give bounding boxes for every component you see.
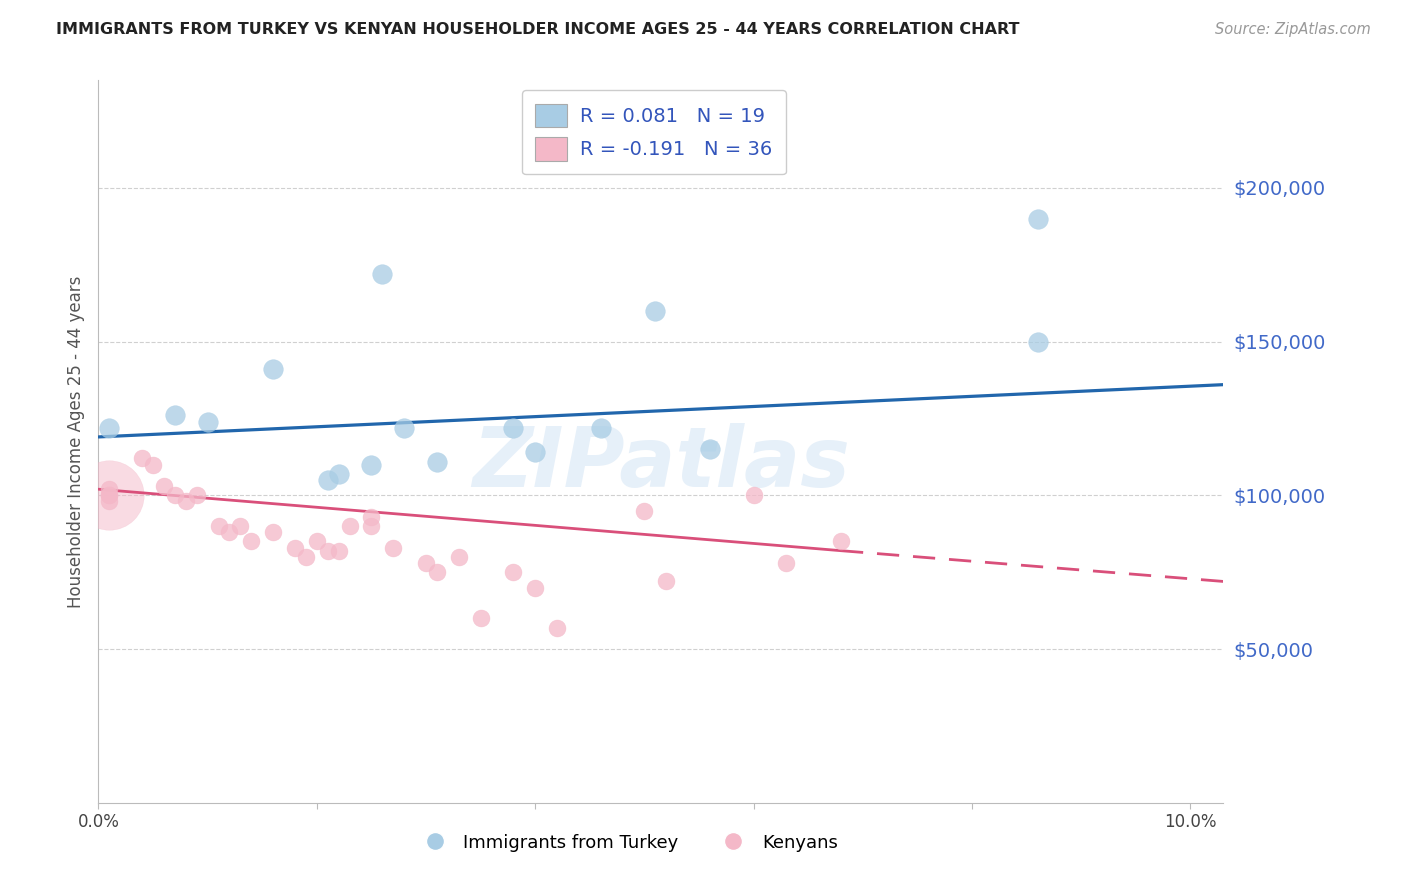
Point xyxy=(218,525,240,540)
Point xyxy=(305,534,328,549)
Point xyxy=(339,519,361,533)
Point xyxy=(392,420,415,434)
Y-axis label: Householder Income Ages 25 - 44 years: Householder Income Ages 25 - 44 years xyxy=(66,276,84,607)
Point xyxy=(174,494,197,508)
Point xyxy=(426,454,449,468)
Point xyxy=(284,541,307,555)
Point xyxy=(98,482,121,496)
Point xyxy=(197,415,219,429)
Point xyxy=(316,473,339,487)
Point xyxy=(644,304,666,318)
Point xyxy=(546,621,568,635)
Point xyxy=(742,488,765,502)
Point xyxy=(1026,334,1049,349)
Point xyxy=(371,267,394,281)
Point xyxy=(295,549,318,564)
Point xyxy=(502,565,524,579)
Point xyxy=(633,504,655,518)
Point xyxy=(98,494,121,508)
Legend: Immigrants from Turkey, Kenyans: Immigrants from Turkey, Kenyans xyxy=(409,826,845,859)
Point xyxy=(98,488,121,502)
Text: ZIPatlas: ZIPatlas xyxy=(472,423,849,504)
Point xyxy=(98,420,121,434)
Point xyxy=(229,519,252,533)
Point xyxy=(262,362,284,376)
Point xyxy=(142,458,165,472)
Point xyxy=(447,549,470,564)
Point xyxy=(316,543,339,558)
Point xyxy=(524,445,547,459)
Point xyxy=(186,488,208,502)
Point xyxy=(589,420,612,434)
Point xyxy=(98,488,121,502)
Point xyxy=(524,581,547,595)
Point xyxy=(262,525,284,540)
Point xyxy=(830,534,852,549)
Point xyxy=(502,420,524,434)
Point xyxy=(163,488,186,502)
Point xyxy=(415,556,437,570)
Point xyxy=(470,611,492,625)
Point xyxy=(328,467,350,481)
Point xyxy=(328,543,350,558)
Point xyxy=(1026,211,1049,226)
Point xyxy=(98,488,121,502)
Point xyxy=(699,442,721,457)
Text: Source: ZipAtlas.com: Source: ZipAtlas.com xyxy=(1215,22,1371,37)
Point xyxy=(655,574,678,589)
Point xyxy=(131,451,153,466)
Point xyxy=(240,534,263,549)
Text: IMMIGRANTS FROM TURKEY VS KENYAN HOUSEHOLDER INCOME AGES 25 - 44 YEARS CORRELATI: IMMIGRANTS FROM TURKEY VS KENYAN HOUSEHO… xyxy=(56,22,1019,37)
Point xyxy=(360,458,382,472)
Point xyxy=(360,509,382,524)
Point xyxy=(207,519,229,533)
Point xyxy=(153,479,176,493)
Point xyxy=(163,409,186,423)
Point xyxy=(775,556,797,570)
Point xyxy=(360,519,382,533)
Point xyxy=(382,541,405,555)
Point xyxy=(426,565,449,579)
